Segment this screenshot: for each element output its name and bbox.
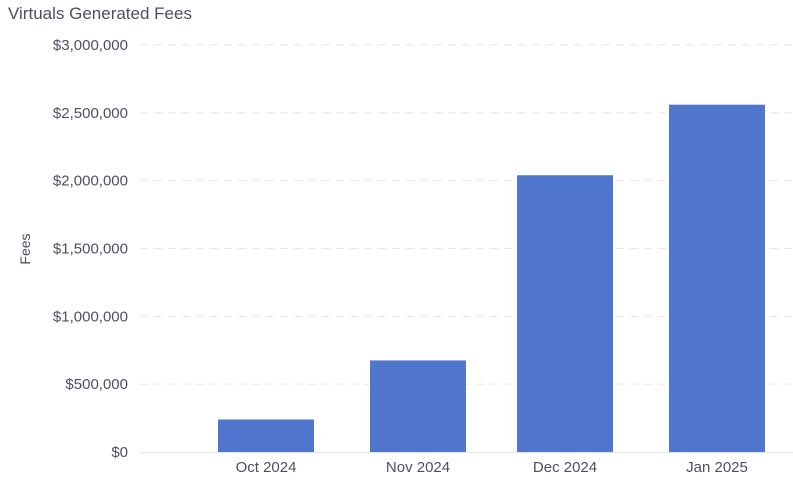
y-tick-label: $3,000,000 (53, 37, 128, 54)
bar-jan-2025 (669, 104, 765, 453)
bars (218, 104, 765, 453)
bar-oct-2024 (218, 419, 314, 452)
y-tick-label: $1,000,000 (53, 308, 128, 325)
y-tick-label: $500,000 (65, 376, 128, 393)
y-axis-ticks: $0 $500,000 $1,000,000 $1,500,000 $2,000,000… (53, 37, 128, 461)
y-tick-label: $0 (111, 444, 128, 461)
y-axis-title: Fees (17, 233, 33, 264)
gridlines (140, 44, 793, 385)
bar-nov-2024 (370, 360, 466, 452)
x-axis-ticks: Oct 2024 Nov 2024 Dec 2024 Jan 2025 (236, 459, 748, 476)
y-tick-label: $2,500,000 (53, 105, 128, 122)
y-tick-label: $2,000,000 (53, 173, 128, 190)
x-tick-label: Oct 2024 (236, 459, 297, 476)
x-tick-label: Dec 2024 (533, 459, 597, 476)
x-tick-label: Nov 2024 (386, 459, 450, 476)
y-tick-label: $1,500,000 (53, 241, 128, 258)
x-tick-label: Jan 2025 (686, 459, 748, 476)
chart-title: Virtuals Generated Fees (8, 4, 192, 23)
bar-dec-2024 (517, 175, 613, 453)
